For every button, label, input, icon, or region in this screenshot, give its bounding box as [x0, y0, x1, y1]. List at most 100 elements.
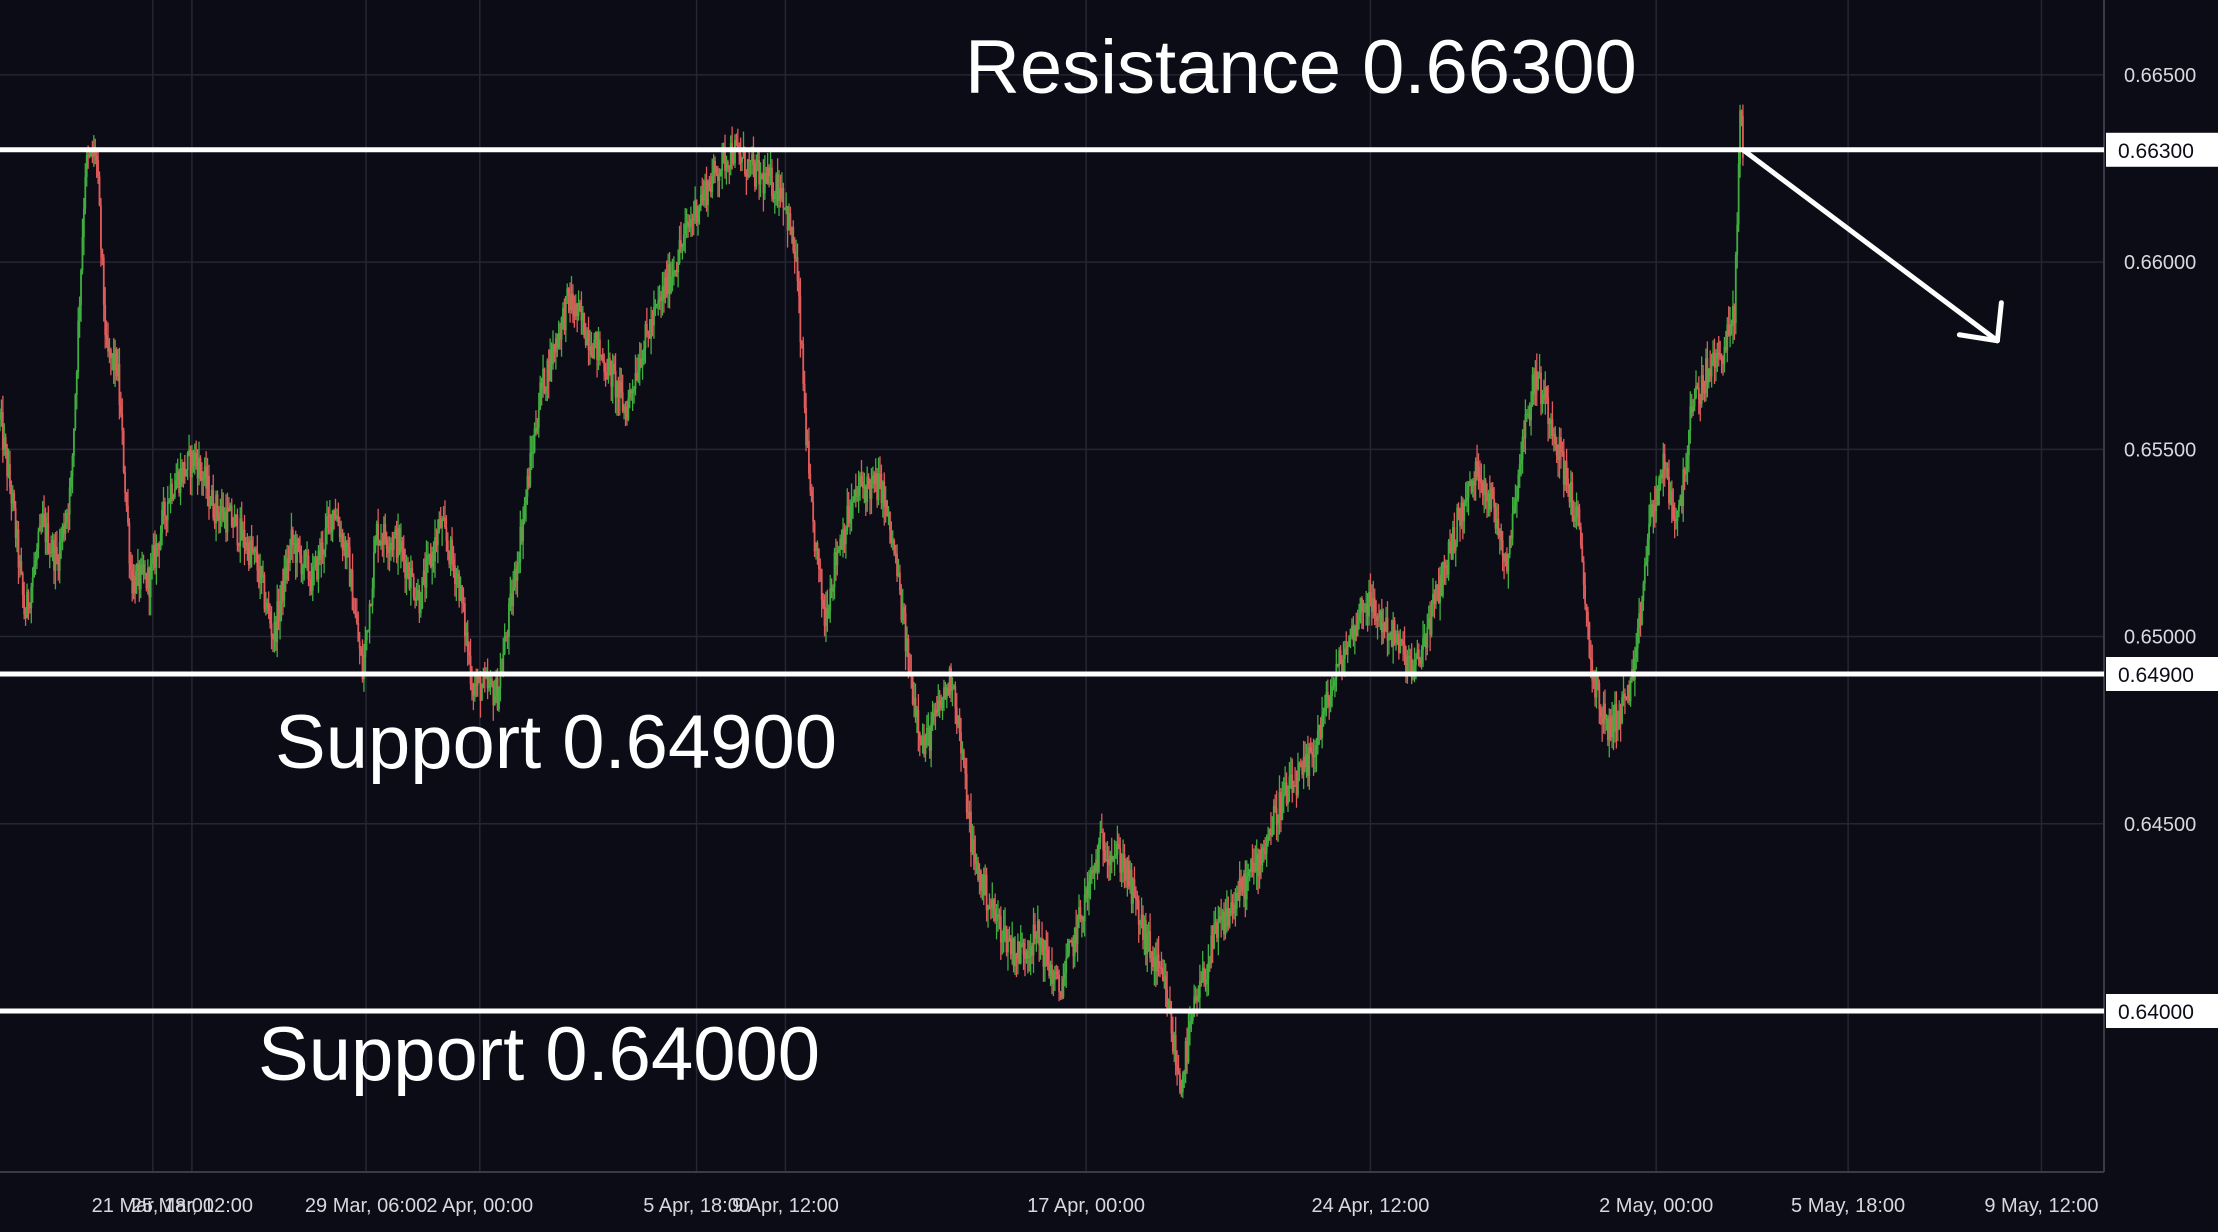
- candle-body: [1065, 957, 1068, 974]
- candle-body: [1260, 850, 1262, 866]
- candle-body: [560, 317, 563, 340]
- candle-body: [374, 539, 377, 553]
- candle-body: [1427, 618, 1430, 628]
- candle-body: [1015, 954, 1018, 960]
- candle-body: [1301, 763, 1304, 775]
- candle-body: [1420, 650, 1423, 664]
- candle-body: [941, 696, 944, 709]
- candle-body: [694, 199, 697, 218]
- candle-body: [1136, 899, 1139, 901]
- candle-body: [901, 607, 904, 620]
- candle-body: [1541, 394, 1544, 404]
- candle-body: [1504, 554, 1507, 562]
- candle-body: [1547, 397, 1550, 425]
- x-tick-label: 21 Mar, 18:00: [92, 1195, 214, 1217]
- candle-body: [731, 143, 734, 163]
- candle-body: [780, 187, 783, 199]
- candle-body: [537, 409, 540, 428]
- candle-body: [301, 567, 304, 575]
- candle-body: [989, 906, 992, 908]
- candle-body: [1059, 991, 1062, 993]
- candle-body: [1521, 436, 1524, 460]
- candle-body: [1312, 755, 1315, 758]
- candle-body: [1626, 684, 1629, 699]
- candle-body: [879, 473, 881, 475]
- candle-body: [1041, 938, 1043, 953]
- candle-body: [1174, 1034, 1177, 1065]
- candle-body: [1582, 561, 1585, 585]
- candle-body: [793, 250, 796, 259]
- candle-body: [43, 513, 45, 519]
- candle-body: [412, 576, 415, 598]
- candle-body: [1506, 554, 1508, 572]
- candle-body: [0, 414, 1, 420]
- candle-body: [1663, 453, 1666, 469]
- candle-body: [1086, 888, 1089, 898]
- candle-body: [1682, 469, 1685, 506]
- candle-body: [105, 335, 108, 340]
- candle-body: [927, 727, 930, 729]
- candle-body: [530, 452, 533, 454]
- candle-body: [290, 529, 293, 547]
- candle-body: [661, 286, 664, 301]
- candle-body: [337, 515, 340, 526]
- candle-body: [1045, 940, 1048, 951]
- candle-body: [1402, 640, 1405, 645]
- candle-body: [1507, 554, 1510, 572]
- x-tick-label: 2 Apr, 00:00: [426, 1195, 533, 1217]
- candle-body: [719, 170, 722, 177]
- candle-body: [394, 529, 397, 536]
- candle-body: [1203, 967, 1206, 981]
- candle-body: [1356, 620, 1359, 637]
- candle-body: [1641, 600, 1643, 626]
- candle-body: [1608, 717, 1611, 740]
- candle-body: [962, 750, 965, 766]
- candle-body: [1692, 406, 1695, 413]
- candle-body: [1388, 636, 1390, 641]
- candle-body: [127, 505, 129, 523]
- candle-body: [557, 333, 560, 348]
- candle-body: [1181, 1075, 1184, 1093]
- candle-body: [1513, 505, 1515, 514]
- candle-body: [405, 562, 408, 578]
- candle-body: [1072, 940, 1075, 957]
- candle-body: [542, 368, 544, 388]
- candle-body: [1676, 511, 1679, 521]
- candle-body: [448, 551, 451, 565]
- candle-body: [1733, 306, 1736, 324]
- candle-body: [815, 542, 817, 552]
- candle-body: [182, 462, 185, 483]
- candle-body: [1228, 909, 1231, 927]
- candle-body: [1291, 774, 1294, 793]
- candle-body: [481, 687, 483, 701]
- candle-body: [890, 530, 893, 544]
- candle-body: [451, 539, 453, 560]
- candle-body: [296, 538, 299, 563]
- candle-body: [1577, 506, 1579, 509]
- candle-body: [1568, 485, 1571, 503]
- candle-body: [48, 551, 51, 554]
- candle-body: [987, 909, 989, 911]
- candle-body: [1517, 474, 1520, 499]
- candle-body: [135, 571, 138, 594]
- candle-body: [1137, 900, 1140, 925]
- candle-body: [1571, 481, 1574, 516]
- candle-body: [1180, 1091, 1183, 1093]
- candle-body: [763, 173, 766, 194]
- candle-body: [363, 657, 365, 680]
- candle-body: [554, 338, 557, 353]
- candle-body: [1702, 375, 1705, 391]
- candle-body: [1230, 902, 1233, 910]
- candle-body: [527, 475, 530, 487]
- candle-body: [999, 916, 1002, 943]
- candle-body: [324, 528, 327, 550]
- candle-body: [1397, 634, 1400, 654]
- candle-body: [419, 608, 422, 614]
- candle-body: [1672, 505, 1675, 519]
- candle-body: [967, 812, 970, 818]
- price-axis[interactable]: 0.66500 0.66000 0.65500 0.65000 0.64500 0.663…: [2106, 65, 2218, 1028]
- candle-body: [1653, 504, 1656, 512]
- candle-body: [303, 551, 306, 568]
